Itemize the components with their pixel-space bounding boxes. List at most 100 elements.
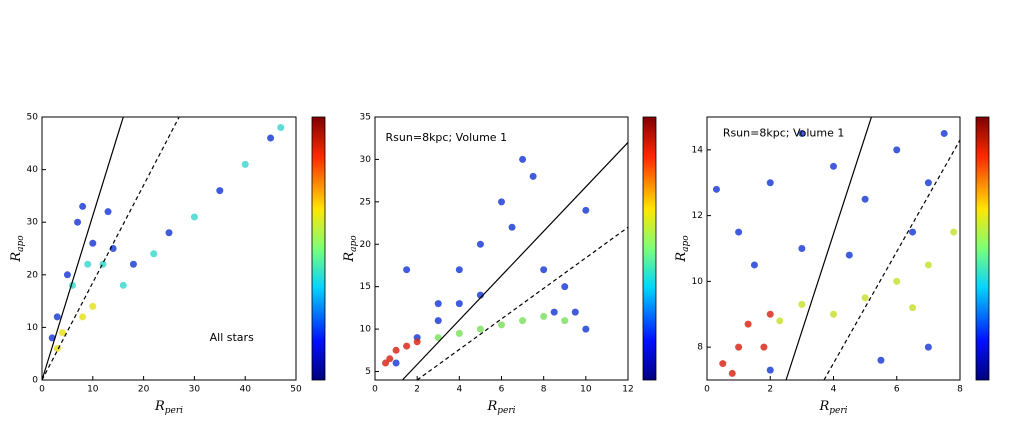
y-tick-label: 10 <box>360 325 372 335</box>
x-tick-label: 6 <box>499 385 505 395</box>
clip-box <box>375 117 628 380</box>
point <box>53 313 61 321</box>
x-tick-label: 0 <box>704 385 710 395</box>
point <box>950 228 958 236</box>
point <box>893 277 901 285</box>
point <box>776 317 784 325</box>
y-label: Rapo <box>674 235 691 263</box>
point <box>455 266 463 274</box>
point <box>924 179 932 187</box>
x-tick-label: 10 <box>87 385 99 395</box>
point <box>434 300 442 308</box>
point <box>924 261 932 269</box>
point <box>561 317 569 325</box>
point <box>550 308 558 316</box>
x-tick-label: 4 <box>456 385 462 395</box>
point <box>798 300 806 308</box>
point <box>561 283 569 291</box>
point <box>540 266 548 274</box>
point <box>529 172 537 180</box>
point <box>571 308 579 316</box>
point <box>861 294 869 302</box>
y-tick-label: 10 <box>27 323 39 333</box>
point <box>582 206 590 214</box>
x-tick-label: 2 <box>414 385 420 395</box>
point <box>798 245 806 252</box>
y-label: Rapo <box>342 235 359 263</box>
point <box>830 310 837 318</box>
x-tick-label: 50 <box>290 385 302 395</box>
point <box>760 343 768 351</box>
x-tick-label: 8 <box>541 385 547 395</box>
point <box>476 291 484 299</box>
point <box>79 202 87 210</box>
y-tick-label: 14 <box>692 145 704 155</box>
colorbar <box>975 116 990 381</box>
point <box>744 320 752 328</box>
point <box>74 218 82 226</box>
y-label-main: R <box>342 252 357 263</box>
point <box>104 208 112 216</box>
axes-frame <box>41 116 297 381</box>
point <box>129 260 137 268</box>
x-label-sub: peri <box>497 406 515 416</box>
point <box>719 360 727 368</box>
point <box>403 266 411 274</box>
reference-line <box>401 142 629 381</box>
x-tick-label: 4 <box>831 385 837 395</box>
point <box>382 359 390 367</box>
y-tick-label: 0 <box>32 376 38 386</box>
point <box>413 338 421 346</box>
x-tick-label: 0 <box>372 385 378 395</box>
x-tick-label: 0 <box>39 385 45 395</box>
point <box>798 129 806 137</box>
point <box>498 198 505 206</box>
point <box>267 134 275 142</box>
point <box>89 239 97 247</box>
point <box>434 334 442 342</box>
x-tick-label: 40 <box>239 385 251 395</box>
clip-box <box>42 117 296 380</box>
x-label: Rperi <box>154 399 183 416</box>
x-tick-label: 20 <box>138 385 150 395</box>
reference-line <box>41 116 180 381</box>
point <box>190 213 198 221</box>
x-label-sub: peri <box>829 406 847 416</box>
y-tick-label: 20 <box>360 240 372 250</box>
point <box>434 317 442 325</box>
point <box>386 355 394 363</box>
y-label-main: R <box>674 252 689 263</box>
y-label-sub: apo <box>681 235 691 252</box>
point <box>909 304 917 312</box>
clip-box <box>707 117 960 380</box>
plot-area: 0 2 4 6 8 10 12 5 10 15 20 25 30 35 Rsun=8kpc; Volume … <box>342 113 634 416</box>
x-label: Rperi <box>818 399 847 416</box>
point <box>498 321 505 329</box>
point <box>150 250 158 258</box>
x-tick-label: 10 <box>580 385 592 395</box>
point <box>476 240 484 248</box>
point <box>63 271 71 279</box>
point <box>924 343 932 351</box>
point <box>241 160 249 168</box>
point <box>540 312 548 320</box>
annotation: Rsun=8kpc; Volume 1 <box>723 126 845 139</box>
point <box>58 329 66 337</box>
point <box>216 187 224 195</box>
point <box>861 195 869 203</box>
point <box>508 223 516 231</box>
point <box>277 124 285 132</box>
y-tick-label: 30 <box>360 155 372 165</box>
point <box>893 146 901 154</box>
y-tick-label: 8 <box>697 343 703 353</box>
y-tick-label: 12 <box>692 211 703 221</box>
y-tick-label: 25 <box>360 197 371 207</box>
colorbar <box>311 116 326 381</box>
x-tick-label: 2 <box>767 385 773 395</box>
x-label-main: R <box>486 399 497 414</box>
y-tick-label: 50 <box>27 113 39 123</box>
point <box>735 228 743 236</box>
point <box>476 325 484 333</box>
